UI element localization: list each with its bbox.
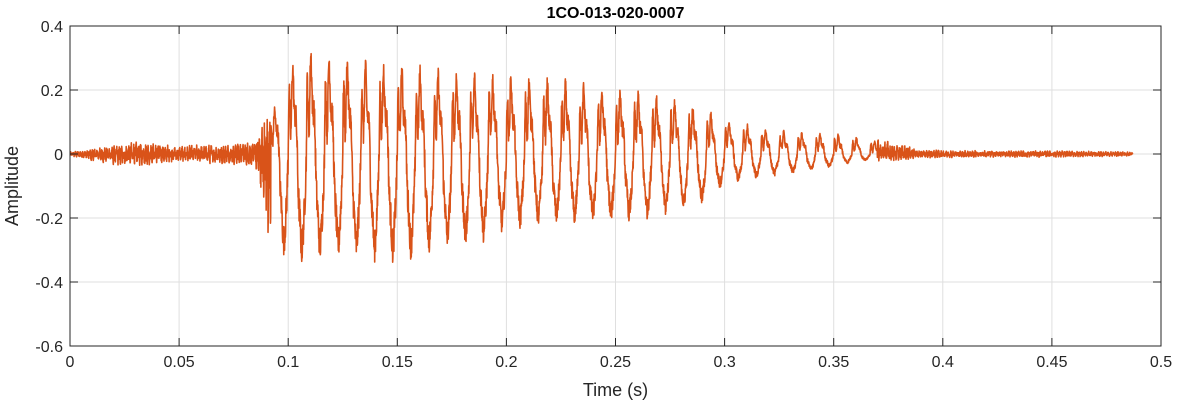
y-tick-label: 0.2: [41, 83, 63, 100]
x-tick-label: 0.45: [1036, 354, 1067, 371]
x-tick-label: 0.1: [277, 354, 299, 371]
x-tick-label: 0.05: [164, 354, 195, 371]
y-tick-label: -0.4: [35, 275, 63, 292]
series-layer: [70, 52, 1134, 263]
tick-labels: 0 0.05 0.1 0.15 0.2 0.25 0.3 0.35 0.4 0.45 0.5 -0.6…: [35, 19, 1172, 371]
waveform-series-line: [70, 52, 1134, 263]
y-tick-label: 0: [54, 147, 63, 164]
chart-title: 1CO-013-020-0007: [547, 5, 685, 22]
x-axis-label: Time (s): [583, 380, 648, 400]
x-tick-label: 0.3: [713, 354, 735, 371]
x-tick-label: 0.25: [600, 354, 631, 371]
y-tick-label: -0.2: [35, 211, 63, 228]
x-tick-label: 0.4: [932, 354, 954, 371]
y-tick-label: 0.4: [41, 19, 63, 36]
y-tick-label: -0.6: [35, 339, 63, 356]
x-tick-label: 0.5: [1150, 354, 1172, 371]
x-tick-label: 0.35: [818, 354, 849, 371]
y-axis-label: Amplitude: [2, 146, 22, 226]
x-tick-label: 0.15: [382, 354, 413, 371]
tick-marks: [69, 25, 1162, 347]
x-tick-label: 0: [66, 354, 75, 371]
x-tick-label: 0.2: [495, 354, 517, 371]
